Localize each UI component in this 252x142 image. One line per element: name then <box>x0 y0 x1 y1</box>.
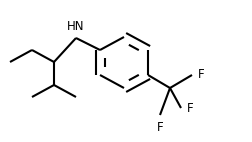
Text: HN: HN <box>67 20 85 33</box>
Text: F: F <box>198 68 205 82</box>
Text: F: F <box>157 121 163 134</box>
Text: F: F <box>187 102 194 114</box>
